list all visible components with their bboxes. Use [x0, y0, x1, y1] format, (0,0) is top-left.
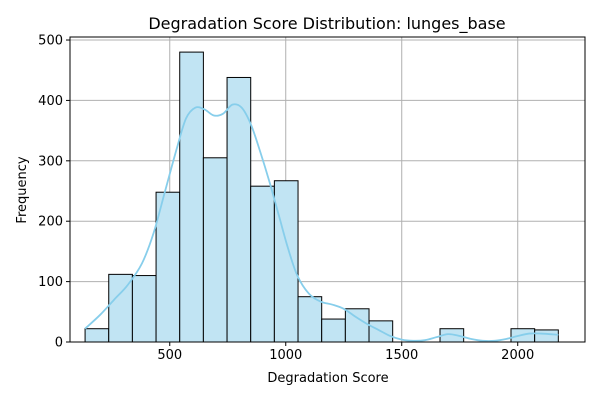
x-tick-label: 500: [157, 348, 182, 363]
y-tick-label: 400: [38, 94, 63, 109]
histogram-bar: [297, 296, 323, 343]
y-tick-label: 500: [38, 34, 63, 49]
kde-curve-group: [84, 103, 559, 342]
y-tick-label: 100: [38, 275, 63, 290]
histogram-bar: [179, 51, 204, 343]
y-tick-label: 0: [55, 336, 63, 351]
histogram-bar: [321, 318, 346, 343]
x-axis-label: Degradation Score: [267, 371, 388, 386]
x-axis: 500 1000 1500 2000: [157, 342, 534, 363]
histogram-bar: [250, 185, 275, 343]
histogram-bar: [273, 180, 299, 343]
x-tick-label: 2000: [501, 348, 534, 363]
chart-title: Degradation Score Distribution: lunges_b…: [148, 14, 505, 34]
histogram-bar: [131, 275, 157, 343]
histogram-bar: [344, 308, 370, 343]
y-axis: 0 100 200 300 400 500: [38, 34, 70, 351]
histogram-bar: [202, 157, 228, 343]
histogram-bar: [534, 329, 559, 343]
plot-frame: [69, 36, 586, 343]
x-tick-label: 1500: [385, 348, 418, 363]
x-tick-label: 1000: [269, 348, 302, 363]
y-axis-label: Frequency: [15, 156, 30, 223]
histogram-bar: [84, 328, 110, 343]
histogram-bars: [84, 51, 559, 343]
y-tick-label: 300: [38, 154, 63, 169]
y-tick-label: 200: [38, 215, 63, 230]
kde-curve: [84, 103, 559, 342]
